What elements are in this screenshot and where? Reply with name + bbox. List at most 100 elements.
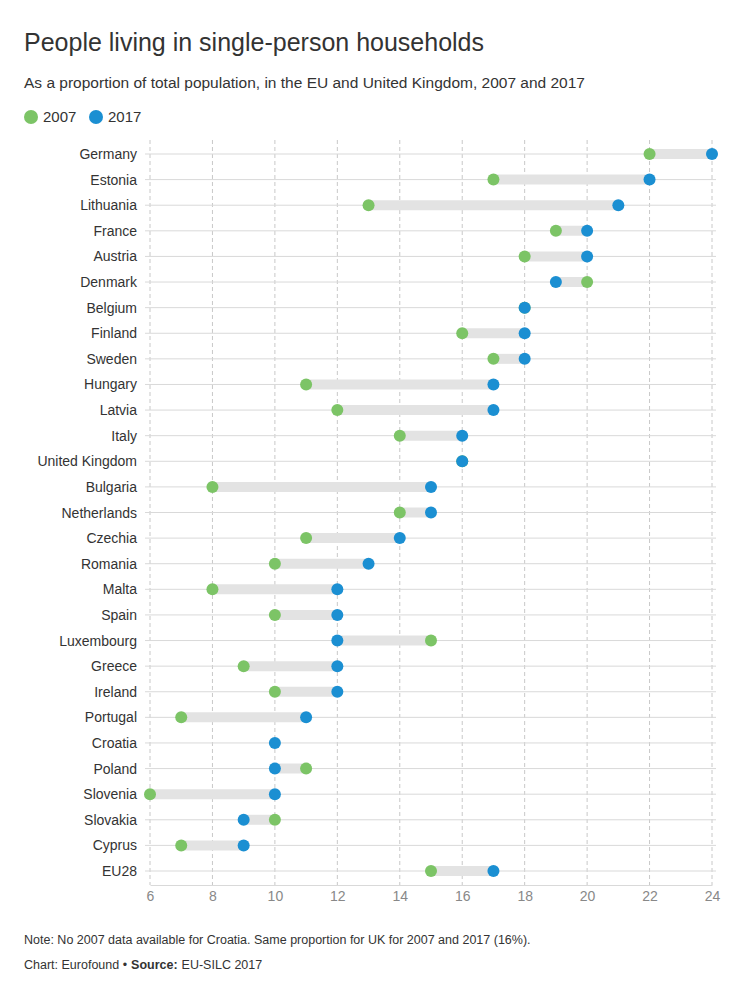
dot [425, 635, 437, 647]
category-label: Denmark [80, 274, 138, 290]
category-label: Luxembourg [59, 633, 137, 649]
category-label: Romania [81, 556, 137, 572]
dot [394, 430, 406, 442]
dot [300, 711, 312, 723]
dot [394, 507, 406, 519]
category-label: Germany [79, 146, 137, 162]
dot [487, 353, 499, 365]
row-line [145, 845, 716, 846]
row-line [145, 819, 716, 820]
connector [462, 328, 524, 338]
category-label: Ireland [94, 684, 137, 700]
legend-item: 2017 [89, 108, 141, 125]
tick: 20 [580, 885, 596, 904]
dot [238, 839, 250, 851]
dot [331, 635, 343, 647]
category-label: Slovakia [84, 812, 137, 828]
dot [706, 148, 718, 160]
category-label: Hungary [84, 376, 137, 392]
dot [300, 763, 312, 775]
dot [394, 532, 406, 544]
dot [519, 302, 531, 314]
dot [456, 455, 468, 467]
source-text: EU-SILC 2017 [182, 958, 263, 972]
dot [175, 839, 187, 851]
connector [337, 636, 431, 646]
tick: 16 [455, 885, 471, 904]
dot [519, 327, 531, 339]
dot [581, 225, 593, 237]
category-label: Italy [111, 428, 137, 444]
category-label: Sweden [86, 351, 137, 367]
dot [425, 507, 437, 519]
category-label: Portugal [85, 709, 137, 725]
row-line [145, 230, 716, 231]
legend-label: 2007 [43, 108, 76, 125]
dot [363, 558, 375, 570]
tick-label: 22 [642, 888, 658, 904]
dot [581, 276, 593, 288]
tick-label: 16 [455, 888, 471, 904]
tick: 10 [268, 885, 284, 904]
dot [456, 430, 468, 442]
category-label: Slovenia [83, 786, 137, 802]
row-line [145, 461, 716, 462]
row-line [145, 794, 716, 795]
row-line [145, 256, 716, 257]
connector [212, 584, 337, 594]
source: Chart: Eurofound •Source:EU-SILC 2017 [24, 958, 262, 972]
category-label: Bulgaria [86, 479, 138, 495]
connector [244, 661, 338, 671]
dot [425, 481, 437, 493]
dot [331, 660, 343, 672]
dot [456, 327, 468, 339]
tick: 24 [705, 885, 721, 904]
source-label: Source: [131, 958, 178, 972]
tick: 6 [147, 885, 155, 904]
dot [644, 148, 656, 160]
category-label: Spain [101, 607, 137, 623]
connector [306, 379, 493, 389]
dot [269, 737, 281, 749]
connector [525, 251, 587, 261]
category-label: Finland [91, 325, 137, 341]
row-line [145, 307, 716, 308]
row-line [145, 179, 716, 180]
connector [337, 405, 493, 415]
dot [363, 199, 375, 211]
category-label: Cyprus [93, 837, 137, 853]
row-line [145, 768, 716, 769]
row-line [145, 614, 716, 615]
dot [269, 814, 281, 826]
connector [306, 533, 400, 543]
row-line [145, 333, 716, 334]
dot [206, 583, 218, 595]
connector [275, 610, 337, 620]
note: Note: No 2007 data available for Croatia… [24, 933, 531, 947]
dot [550, 225, 562, 237]
dot [612, 199, 624, 211]
tick: 12 [330, 885, 346, 904]
dot [331, 404, 343, 416]
category-label: United Kingdom [37, 453, 137, 469]
row-line [145, 410, 716, 411]
row-line [145, 154, 716, 155]
row-line [145, 538, 716, 539]
tick-label: 20 [580, 888, 596, 904]
dot [581, 250, 593, 262]
row-line [145, 742, 716, 743]
row-line [145, 717, 716, 718]
legend-item: 2007 [24, 108, 76, 125]
dot [175, 711, 187, 723]
tick-label: 18 [517, 888, 533, 904]
marks [144, 148, 718, 877]
dot [487, 865, 499, 877]
connector [275, 687, 337, 697]
row-line [145, 435, 716, 436]
category-label: Czechia [86, 530, 137, 546]
dot [487, 174, 499, 186]
dot [269, 763, 281, 775]
axis-line [151, 885, 713, 886]
tick: 14 [392, 885, 408, 904]
legend-label: 2017 [108, 108, 141, 125]
